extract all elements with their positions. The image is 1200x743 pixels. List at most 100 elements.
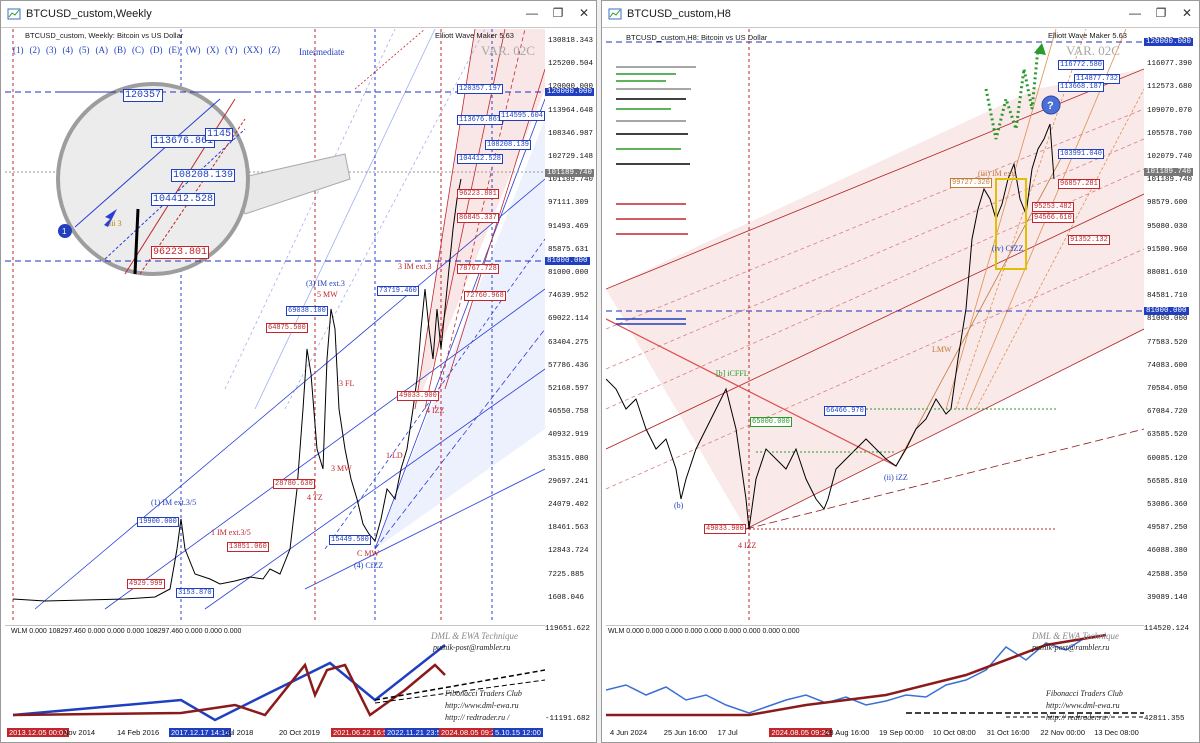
- price-tick: 63585.520: [1147, 431, 1188, 440]
- left-indicator-name: Elliott Wave Maker 5.63: [435, 31, 514, 40]
- left-sub-tick-top: 119651.622: [545, 625, 591, 633]
- wave-label: (4) CfZZ: [354, 561, 384, 570]
- price-tick: 63404.275: [548, 338, 589, 347]
- price-tick: 74639.952: [548, 292, 589, 301]
- price-tick: 46088.380: [1147, 547, 1188, 556]
- left-chart-window[interactable]: BTCUSD_custom,Weekly — ❐ ✕: [0, 0, 597, 743]
- restore-button[interactable]: ❐: [552, 6, 564, 20]
- wave-nav-item[interactable]: (A): [95, 45, 109, 55]
- left-credit-line: http:// redtrader.ru /: [445, 713, 510, 722]
- price-tick: 109070.070: [1147, 106, 1193, 115]
- wave-label: 3 MW: [331, 464, 352, 473]
- left-credit-line: DML & EWA Technique: [431, 631, 518, 641]
- price-tick: 91580.960: [1147, 245, 1188, 254]
- right-window-titlebar[interactable]: BTCUSD_custom,H8 — ❐ ✕: [602, 1, 1199, 28]
- price-box: 116772.580: [1058, 60, 1105, 70]
- wave-nav-item[interactable]: (Z): [268, 45, 281, 55]
- wave-nav-item[interactable]: (X): [206, 45, 220, 55]
- price-tick: 116077.390: [1147, 60, 1193, 69]
- help-question-icon[interactable]: [1041, 95, 1061, 115]
- left-volume-profile: [616, 66, 696, 325]
- price-level-current: 101189.740: [545, 169, 595, 177]
- right-chart-window[interactable]: BTCUSD_custom,H8 — ❐ ✕: [601, 0, 1200, 743]
- time-tick: 2024.08.05 09:24: [439, 728, 502, 737]
- wave-label: 3 FL: [339, 379, 355, 388]
- minimize-button[interactable]: —: [526, 6, 538, 20]
- price-box: 103991.040: [1058, 149, 1105, 159]
- price-tick: 84581.710: [1147, 292, 1188, 301]
- price-tick: 40932.919: [548, 431, 589, 440]
- price-tick: 53086.360: [1147, 501, 1188, 509]
- wave-degree-toolbar: (1) (2) (3) (4) (5) (A) (B) (C) (D) (E) (W) (X) (Y) (…: [13, 45, 280, 55]
- left-window-titlebar[interactable]: BTCUSD_custom,Weekly — ❐ ✕: [1, 1, 596, 28]
- minimize-button[interactable]: —: [1129, 6, 1141, 20]
- price-box: 96223.801: [457, 189, 499, 199]
- time-tick: 19 Sep 00:00: [879, 728, 924, 737]
- left-credit-line: Fibonacci Traders Club: [445, 689, 522, 698]
- price-tick: 102079.740: [1147, 153, 1193, 161]
- price-tick: 42588.350: [1147, 570, 1188, 579]
- time-tick: 20 Oct 2019: [279, 728, 320, 737]
- price-tick: 12843.724: [548, 547, 589, 556]
- close-button[interactable]: ✕: [578, 6, 590, 20]
- price-box: 108208.139: [485, 140, 532, 150]
- price-tick: 1608.046: [548, 593, 585, 602]
- price-tick: 56585.810: [1147, 477, 1188, 486]
- wave-nav-item[interactable]: (W): [186, 45, 201, 55]
- svg-text:1: 1: [62, 227, 67, 236]
- price-tick: 46550.758: [548, 408, 589, 417]
- zoom-label: 108208.139: [171, 169, 236, 182]
- time-tick: 2022.11.21 23:5: [385, 728, 443, 737]
- magnifier-inset: 1: [56, 82, 351, 276]
- wave-nav-item[interactable]: (B): [114, 45, 126, 55]
- left-wlm-subwindow: [5, 625, 545, 725]
- right-price-chart[interactable]: ?: [606, 29, 1144, 621]
- right-sub-tick-top: 114520.124: [1144, 625, 1190, 633]
- wave-nav-item[interactable]: (D): [150, 45, 163, 55]
- time-tick: Jul 2018: [225, 728, 254, 737]
- wave-nav-item[interactable]: (C): [132, 45, 144, 55]
- price-box: 95253.482: [1032, 202, 1074, 212]
- price-tick: 120000.000: [548, 83, 593, 91]
- left-credit-line: http://www.dml-ewa.ru: [445, 701, 519, 710]
- wave-nav-item[interactable]: (E): [168, 45, 181, 55]
- price-level-current: 101189.740: [1144, 168, 1194, 176]
- price-box: 113676.861: [457, 115, 504, 125]
- price-tick: 57786.436: [548, 361, 589, 370]
- price-box: 91352.132: [1068, 235, 1110, 245]
- wave-nav-item[interactable]: (4): [62, 45, 74, 55]
- wave-label: [b] iCFFL: [716, 369, 749, 378]
- price-tick: 108346.987: [548, 129, 594, 138]
- time-tick: 5.10.15 12:00: [493, 728, 543, 737]
- right-time-axis: 4 Jun 2024 25 Jun 16:00 17 Jul 2024.08.05 0…: [606, 726, 1144, 742]
- wave-degree-label: Intermediate: [299, 47, 345, 57]
- restore-button[interactable]: ❐: [1155, 6, 1167, 20]
- wave-nav-item[interactable]: (1): [13, 45, 24, 55]
- time-tick: 13 Dec 08:00: [1094, 728, 1139, 737]
- price-tick: 52168.597: [548, 385, 589, 393]
- chart-window-icon: [7, 8, 21, 20]
- right-price-axis: 120000.000 116077.390 112573.680 109070.070…: [1144, 29, 1192, 621]
- wave-nav-item[interactable]: (3): [46, 45, 57, 55]
- price-box: 72760.968: [464, 291, 506, 301]
- wave-nav-item[interactable]: (5): [79, 45, 90, 55]
- price-tick: 70584.050: [1147, 385, 1188, 393]
- wave-nav-item[interactable]: (2): [29, 45, 41, 55]
- wave-nav-item[interactable]: (XX): [243, 45, 263, 55]
- price-tick: 101189.740: [548, 176, 594, 185]
- price-tick: 125200.504: [548, 60, 594, 69]
- price-tick: 88081.610: [1147, 269, 1188, 277]
- left-variant-watermark: VAR. 02C: [481, 43, 535, 58]
- wave-label: 4 IZZ: [738, 541, 757, 550]
- wave-label: (b): [674, 501, 684, 510]
- right-sub-tick-bottom: 42811.355: [1144, 715, 1185, 723]
- wave-nav-item[interactable]: (Y): [225, 45, 238, 55]
- price-tick: 24079.402: [548, 501, 589, 509]
- left-sub-tick-bottom: -11191.682: [545, 715, 591, 723]
- left-wlm-header: WLM 0.000 108297.460 0.000 0.000 0.000 1…: [11, 628, 242, 635]
- target-arrow-icon: [1034, 43, 1046, 55]
- right-credit-line: DML & EWA Technique: [1032, 631, 1119, 641]
- price-box: 13851.060: [227, 542, 269, 552]
- price-tick: 91493.469: [548, 222, 589, 231]
- close-button[interactable]: ✕: [1181, 6, 1193, 20]
